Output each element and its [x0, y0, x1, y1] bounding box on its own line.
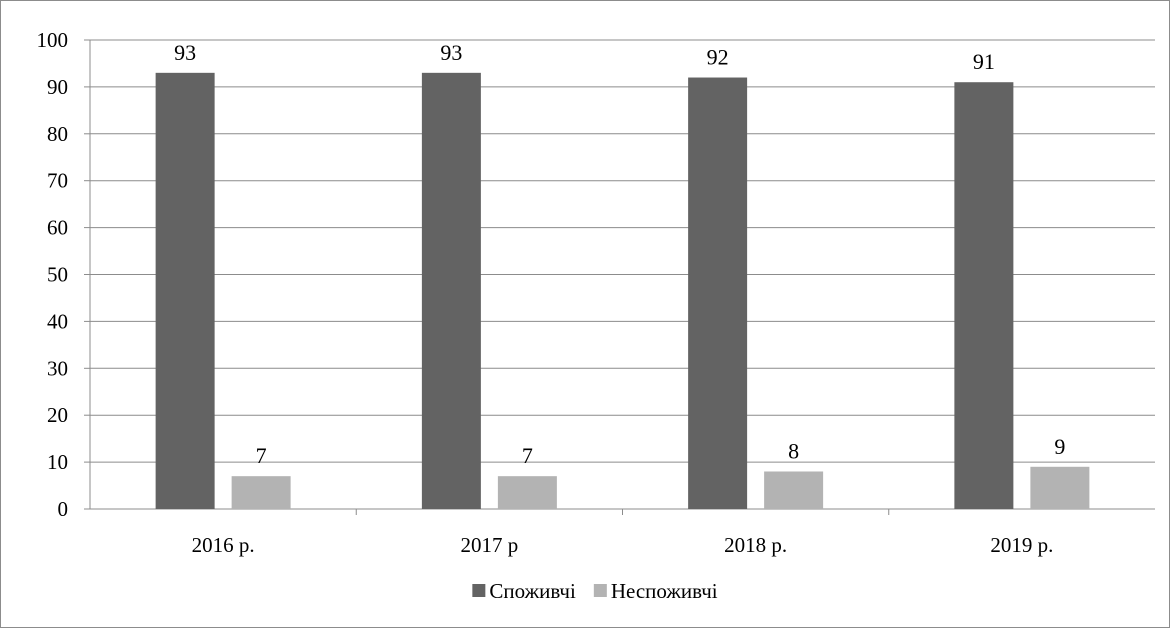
y-tick-label: 0: [58, 497, 69, 521]
data-label: 7: [522, 443, 533, 468]
data-label: 93: [174, 40, 196, 65]
y-tick-label: 10: [47, 450, 68, 474]
y-tick-label: 60: [47, 216, 68, 240]
bar-non-consumer-3: [1030, 466, 1090, 509]
y-tick-label: 30: [47, 356, 68, 380]
bar-non-consumer-0: [231, 476, 291, 509]
bar-consumer-1: [421, 72, 481, 509]
x-category-label: 2019 р.: [990, 533, 1053, 557]
legend-label: Споживчі: [489, 579, 576, 603]
data-label: 92: [707, 45, 729, 70]
data-label: 9: [1054, 434, 1065, 459]
bar-non-consumer-2: [764, 471, 824, 509]
legend-label: Неспоживчі: [611, 579, 718, 603]
bar-non-consumer-1: [497, 476, 557, 509]
y-axis-ticks: 0 10 20 30 40 50 60 70 80 90 100: [37, 28, 90, 521]
data-label: 7: [256, 443, 267, 468]
y-tick-label: 20: [47, 403, 68, 427]
data-label: 8: [788, 438, 799, 463]
y-tick-label: 80: [47, 122, 68, 146]
legend-swatch: [593, 584, 607, 597]
x-category-label: 2018 р.: [724, 533, 787, 557]
data-label: 93: [440, 40, 462, 65]
bar-consumer-2: [688, 77, 748, 510]
bar-consumer-0: [155, 72, 215, 509]
data-label: 91: [973, 49, 995, 74]
bars: [155, 72, 1090, 510]
x-category-label: 2016 р.: [192, 533, 255, 557]
x-axis-categories: 2016 р. 2017 р 2018 р. 2019 р.: [192, 509, 1053, 557]
y-tick-label: 50: [47, 263, 68, 287]
legend-swatch: [472, 584, 486, 597]
bar-consumer-3: [954, 82, 1014, 510]
data-labels: 93 7 93 7 92 8 91 9: [174, 40, 1065, 468]
y-tick-label: 100: [37, 28, 69, 52]
y-tick-label: 70: [47, 169, 68, 193]
y-tick-label: 40: [47, 309, 68, 333]
x-category-label: 2017 р: [461, 533, 519, 557]
legend: Споживчі Неспоживчі: [472, 579, 718, 603]
y-tick-label: 90: [47, 75, 68, 99]
